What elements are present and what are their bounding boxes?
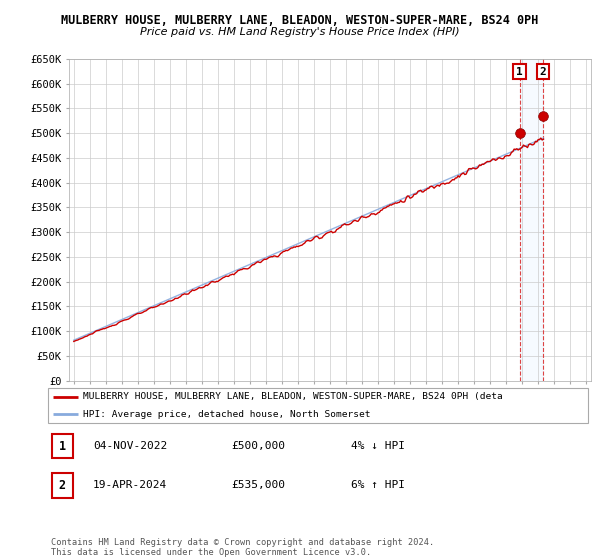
Text: MULBERRY HOUSE, MULBERRY LANE, BLEADON, WESTON-SUPER-MARE, BS24 0PH: MULBERRY HOUSE, MULBERRY LANE, BLEADON, …: [61, 14, 539, 27]
Text: 2: 2: [59, 479, 66, 492]
Text: 04-NOV-2022: 04-NOV-2022: [93, 441, 167, 451]
Text: 1: 1: [516, 67, 523, 77]
FancyBboxPatch shape: [52, 473, 73, 498]
Text: 6% ↑ HPI: 6% ↑ HPI: [351, 480, 405, 490]
FancyBboxPatch shape: [48, 388, 588, 423]
Text: £535,000: £535,000: [231, 480, 285, 490]
Text: 19-APR-2024: 19-APR-2024: [93, 480, 167, 490]
FancyBboxPatch shape: [52, 434, 73, 459]
Text: Contains HM Land Registry data © Crown copyright and database right 2024.
This d: Contains HM Land Registry data © Crown c…: [51, 538, 434, 557]
Text: 4% ↓ HPI: 4% ↓ HPI: [351, 441, 405, 451]
Text: Price paid vs. HM Land Registry's House Price Index (HPI): Price paid vs. HM Land Registry's House …: [140, 27, 460, 37]
Text: £500,000: £500,000: [231, 441, 285, 451]
Text: 2: 2: [539, 67, 546, 77]
Text: MULBERRY HOUSE, MULBERRY LANE, BLEADON, WESTON-SUPER-MARE, BS24 0PH (deta: MULBERRY HOUSE, MULBERRY LANE, BLEADON, …: [83, 392, 503, 402]
Text: 1: 1: [59, 440, 66, 453]
Bar: [520, 59, 543, 381]
Text: HPI: Average price, detached house, North Somerset: HPI: Average price, detached house, Nort…: [83, 409, 371, 419]
